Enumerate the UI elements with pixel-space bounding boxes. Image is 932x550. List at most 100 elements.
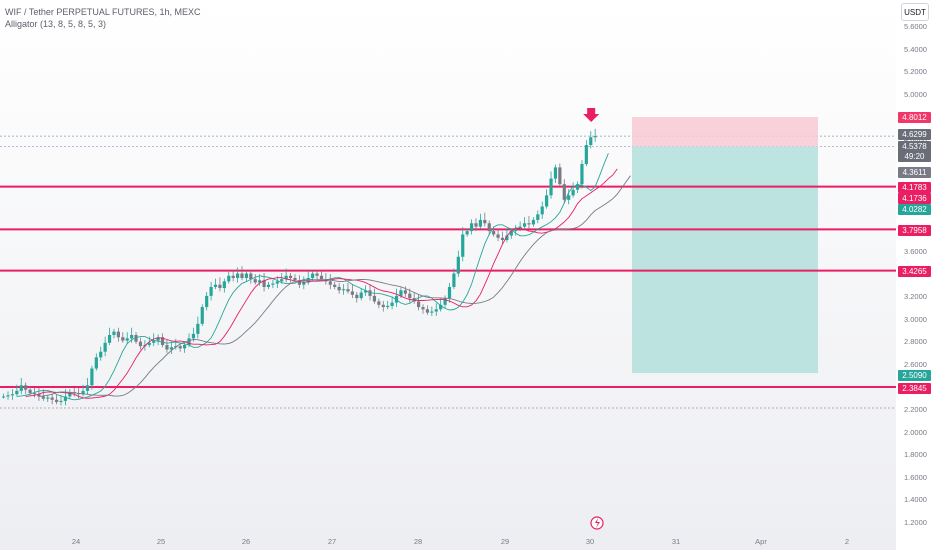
alligator-jaw-line <box>38 175 631 397</box>
candle-body <box>505 235 509 241</box>
candle-body <box>266 284 271 287</box>
candle-body <box>196 323 200 334</box>
price-axis-tick: 2.6000 <box>904 359 927 369</box>
candle-body <box>571 189 575 196</box>
candle-body <box>280 279 284 282</box>
candle-body <box>580 164 584 185</box>
candle-body <box>240 273 244 279</box>
price-label-countdown: 49:20 <box>898 150 931 162</box>
candle-body <box>589 137 593 146</box>
price-label-stop-loss: 4.8012 <box>898 111 931 123</box>
candle-body <box>509 231 513 236</box>
candle-body <box>147 342 151 346</box>
candle-body <box>311 273 315 279</box>
candle-body <box>333 284 337 287</box>
price-label-alligator-lips: 4.3611 <box>898 166 931 178</box>
candle-body <box>297 280 301 285</box>
price-label-take-profit: 2.5090 <box>898 369 931 381</box>
candle-body <box>10 394 15 396</box>
price-axis-tick: 5.4000 <box>904 44 927 54</box>
price-axis-tick: 5.0000 <box>904 89 927 99</box>
time-axis-label: 2 <box>844 537 850 546</box>
price-axis-tick: 1.2000 <box>904 517 927 527</box>
candle-body <box>244 273 249 279</box>
candle-body <box>425 309 430 313</box>
candle-body <box>386 305 390 308</box>
time-axis-label: 31 <box>671 537 681 546</box>
candle-body <box>346 289 350 292</box>
candle-body <box>213 284 218 287</box>
candle-body <box>408 293 412 299</box>
candle-body <box>514 228 518 232</box>
candle-body <box>125 338 129 341</box>
candle-body <box>337 286 341 291</box>
lightning-icon <box>595 518 600 528</box>
candle-body <box>364 290 368 293</box>
symbol-title[interactable]: WIF / Tether PERPETUAL FUTURES, 1h, MEXC <box>5 7 201 17</box>
candle-body <box>262 280 266 287</box>
candle-body <box>258 280 262 283</box>
candle-body <box>160 337 165 346</box>
chart-legend: WIF / Tether PERPETUAL FUTURES, 1h, MEXC… <box>5 6 201 30</box>
candle-body <box>156 337 160 341</box>
take-profit-zone <box>632 146 818 374</box>
price-axis-tick: 3.0000 <box>904 314 927 324</box>
candle-body <box>249 273 253 280</box>
candle-body <box>183 345 187 349</box>
candle-body <box>191 333 196 339</box>
candle-body <box>545 195 549 207</box>
candle-body <box>288 275 293 279</box>
candle-body <box>355 294 359 299</box>
candle-body <box>487 223 491 232</box>
candle-body <box>284 275 288 280</box>
price-axis-tick: 1.8000 <box>904 449 927 459</box>
candle-body <box>562 184 566 200</box>
candle-body <box>94 357 98 369</box>
candle-body <box>41 396 45 399</box>
price-axis-tick: 1.4000 <box>904 494 927 504</box>
candle-body <box>536 214 540 220</box>
candle-body <box>328 281 332 285</box>
price-label-current-price: 4.6299 <box>898 128 931 140</box>
time-axis-label: 28 <box>413 537 423 546</box>
candle-body <box>293 278 297 281</box>
candle-body <box>99 351 103 358</box>
candle-body <box>231 275 235 279</box>
candle-body <box>112 331 116 335</box>
candle-body <box>567 195 571 200</box>
price-label-level-2: 3.4265 <box>898 265 931 277</box>
currency-button[interactable]: USDT <box>901 3 929 21</box>
indicator-label[interactable]: Alligator (13, 8, 5, 8, 5, 3) <box>5 19 107 29</box>
candle-body <box>439 304 443 310</box>
candle-body <box>443 298 447 305</box>
candle-body <box>68 391 72 397</box>
candle-body <box>134 334 138 342</box>
candle-body <box>558 167 562 185</box>
candle-body <box>19 385 23 391</box>
candle-body <box>469 223 474 232</box>
time-axis-label: Apr <box>755 537 767 546</box>
candle-body <box>24 385 28 390</box>
candle-body <box>553 167 558 179</box>
price-label-alligator-jaw: 4.0282 <box>898 203 931 215</box>
candle-body <box>63 396 68 401</box>
price-axis-tick: 3.2000 <box>904 291 927 301</box>
price-axis-tick: 5.2000 <box>904 66 927 76</box>
candle-body <box>271 283 275 285</box>
candle-body <box>403 290 407 294</box>
price-axis-tick: 2.8000 <box>904 336 927 346</box>
candle-body <box>522 223 527 227</box>
candle-body <box>593 136 597 138</box>
candle-body <box>15 390 19 395</box>
candle-body <box>222 281 226 289</box>
candle-body <box>434 309 438 312</box>
time-axis-label: 26 <box>241 537 251 546</box>
candle-body <box>32 393 37 395</box>
candle-body <box>381 304 385 308</box>
candle-body <box>452 273 456 287</box>
alligator-teeth-line <box>25 168 618 399</box>
candle-body <box>81 390 85 395</box>
price-label-alligator-teeth: 4.1736 <box>898 192 931 204</box>
candle-body <box>465 231 469 235</box>
